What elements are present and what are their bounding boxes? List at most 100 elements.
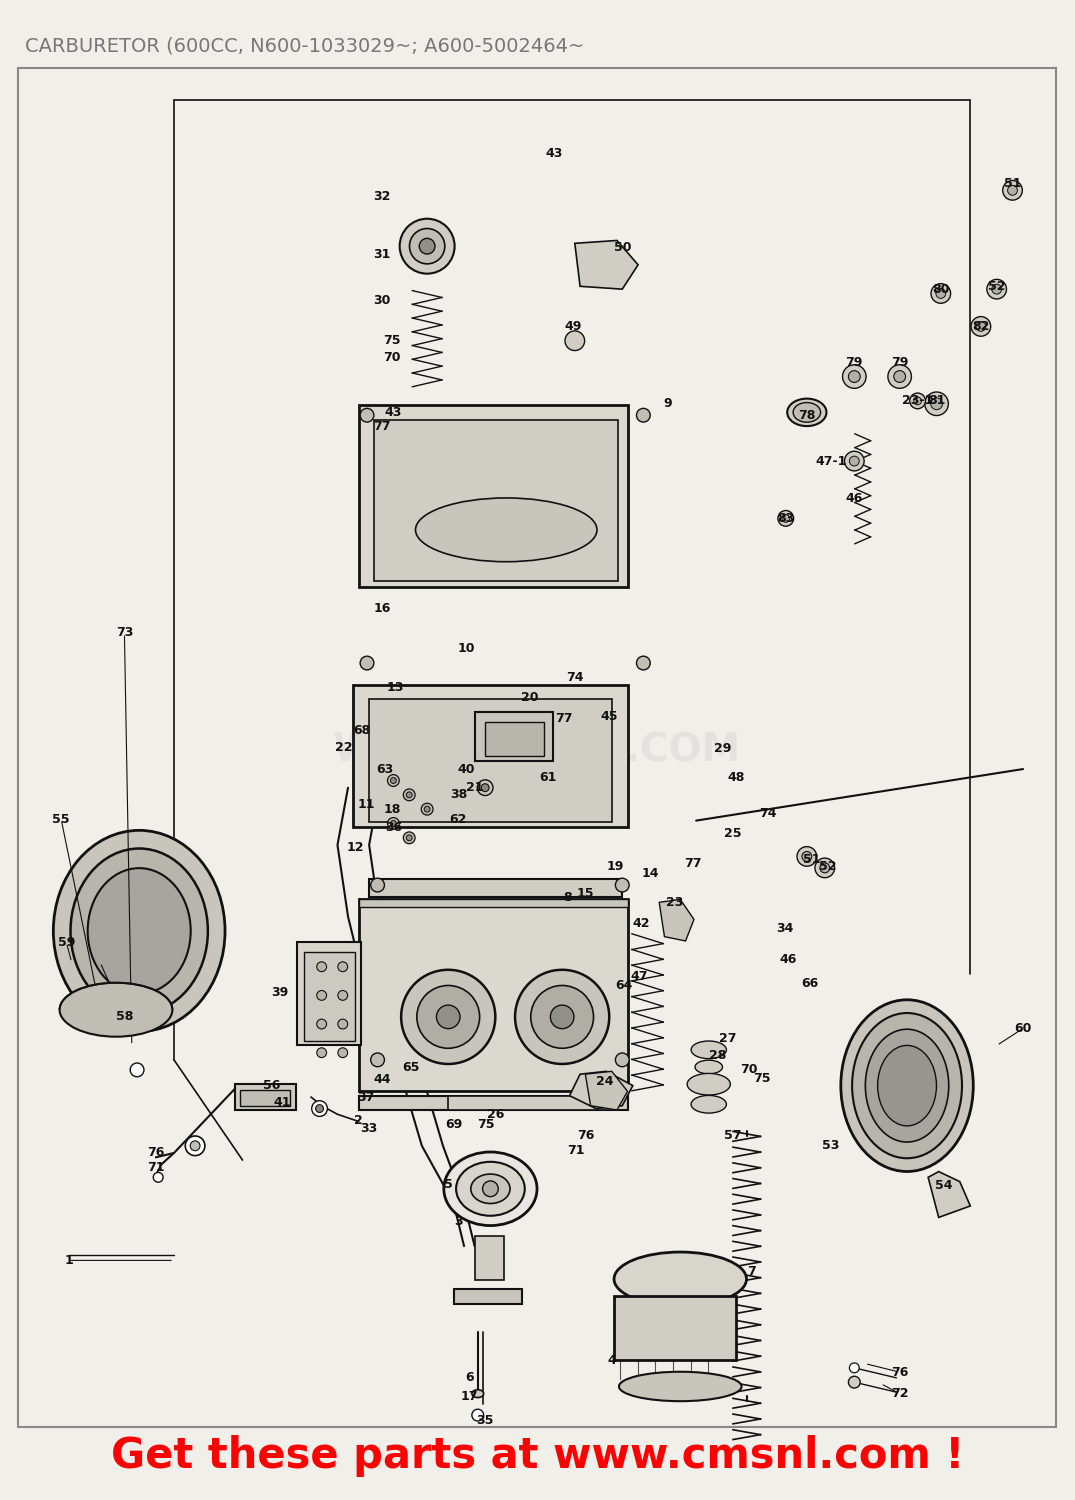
Text: 76: 76 bbox=[147, 1146, 164, 1160]
Circle shape bbox=[845, 452, 864, 471]
Text: 63: 63 bbox=[376, 762, 393, 776]
Text: 72: 72 bbox=[891, 1388, 908, 1400]
Text: 77: 77 bbox=[684, 856, 702, 870]
Bar bbox=[474, 1236, 504, 1280]
Circle shape bbox=[387, 774, 399, 786]
Text: 43: 43 bbox=[545, 147, 562, 159]
Bar bbox=[485, 722, 544, 756]
Text: 61: 61 bbox=[540, 771, 557, 784]
Bar bbox=[454, 1288, 522, 1304]
Text: 5: 5 bbox=[444, 1178, 453, 1191]
Text: 56: 56 bbox=[263, 1078, 281, 1092]
Circle shape bbox=[515, 970, 610, 1064]
Text: 4: 4 bbox=[607, 1354, 616, 1366]
Circle shape bbox=[849, 1364, 859, 1372]
Circle shape bbox=[987, 279, 1006, 298]
Ellipse shape bbox=[471, 1174, 510, 1203]
Ellipse shape bbox=[877, 1046, 936, 1126]
Text: 3: 3 bbox=[455, 1215, 463, 1228]
Circle shape bbox=[931, 398, 943, 410]
Circle shape bbox=[390, 777, 397, 783]
Ellipse shape bbox=[415, 498, 597, 561]
Circle shape bbox=[782, 514, 790, 522]
Text: 75: 75 bbox=[752, 1072, 771, 1084]
Circle shape bbox=[909, 393, 926, 410]
Text: 51: 51 bbox=[803, 853, 821, 865]
Text: 45: 45 bbox=[601, 710, 618, 723]
Circle shape bbox=[400, 219, 455, 273]
Circle shape bbox=[482, 784, 489, 792]
Ellipse shape bbox=[841, 1000, 973, 1172]
Text: CARBURETOR (600CC, N600-1033029~; A600-5002464~: CARBURETOR (600CC, N600-1033029~; A600-5… bbox=[25, 36, 585, 56]
Circle shape bbox=[615, 1053, 629, 1066]
Text: 44: 44 bbox=[373, 1074, 390, 1086]
Ellipse shape bbox=[382, 746, 399, 758]
Circle shape bbox=[406, 836, 412, 842]
Circle shape bbox=[421, 804, 433, 814]
Text: 14: 14 bbox=[642, 867, 659, 880]
Circle shape bbox=[360, 408, 374, 422]
Circle shape bbox=[419, 238, 435, 254]
Text: 8: 8 bbox=[563, 891, 572, 904]
Text: 34: 34 bbox=[776, 921, 793, 934]
Circle shape bbox=[190, 1142, 200, 1150]
Text: 52: 52 bbox=[819, 859, 836, 873]
Circle shape bbox=[317, 990, 327, 1000]
Circle shape bbox=[483, 1180, 499, 1197]
Ellipse shape bbox=[54, 831, 225, 1032]
Circle shape bbox=[338, 1019, 347, 1029]
Text: 55: 55 bbox=[53, 813, 70, 825]
Ellipse shape bbox=[787, 399, 827, 426]
Bar bbox=[298, 942, 361, 1046]
Text: 68: 68 bbox=[353, 724, 371, 736]
Circle shape bbox=[317, 962, 327, 972]
Bar bbox=[359, 405, 629, 586]
Text: 50: 50 bbox=[614, 242, 631, 254]
Text: 42: 42 bbox=[632, 918, 650, 930]
Circle shape bbox=[360, 656, 374, 670]
Text: 76: 76 bbox=[891, 1365, 908, 1378]
Text: 9: 9 bbox=[663, 398, 672, 411]
Ellipse shape bbox=[691, 1095, 727, 1113]
Bar bbox=[359, 900, 629, 908]
Circle shape bbox=[185, 1136, 205, 1155]
Ellipse shape bbox=[59, 982, 172, 1036]
Text: 16: 16 bbox=[373, 602, 390, 615]
Ellipse shape bbox=[619, 1371, 742, 1401]
Text: 35: 35 bbox=[476, 1414, 493, 1428]
Text: 33: 33 bbox=[360, 1122, 377, 1136]
Circle shape bbox=[820, 862, 830, 873]
Bar bbox=[359, 1095, 629, 1110]
Circle shape bbox=[1003, 180, 1022, 200]
Circle shape bbox=[130, 1064, 144, 1077]
Ellipse shape bbox=[418, 746, 436, 758]
Text: 49: 49 bbox=[564, 320, 582, 333]
Text: 57: 57 bbox=[725, 1130, 742, 1143]
Text: 79: 79 bbox=[891, 356, 908, 369]
Text: 51: 51 bbox=[1004, 177, 1021, 189]
Circle shape bbox=[893, 370, 905, 382]
Text: 46: 46 bbox=[779, 952, 797, 966]
Text: 77: 77 bbox=[556, 712, 573, 726]
Circle shape bbox=[550, 1005, 574, 1029]
Circle shape bbox=[848, 1377, 860, 1388]
Text: 10: 10 bbox=[457, 642, 475, 656]
Text: 82: 82 bbox=[972, 320, 990, 333]
Circle shape bbox=[636, 656, 650, 670]
Circle shape bbox=[802, 852, 812, 861]
Circle shape bbox=[778, 510, 793, 526]
Circle shape bbox=[797, 846, 817, 865]
Text: 76: 76 bbox=[576, 1130, 594, 1143]
Polygon shape bbox=[659, 900, 694, 940]
Text: 41: 41 bbox=[274, 1096, 291, 1110]
Text: 40: 40 bbox=[457, 762, 475, 776]
Circle shape bbox=[371, 878, 385, 892]
Bar bbox=[304, 952, 355, 1041]
Circle shape bbox=[924, 392, 948, 416]
Ellipse shape bbox=[687, 1074, 730, 1095]
Circle shape bbox=[477, 780, 493, 795]
Text: 36: 36 bbox=[385, 822, 402, 834]
Ellipse shape bbox=[88, 868, 190, 993]
Ellipse shape bbox=[852, 1013, 962, 1158]
Text: 23-1: 23-1 bbox=[902, 394, 933, 408]
